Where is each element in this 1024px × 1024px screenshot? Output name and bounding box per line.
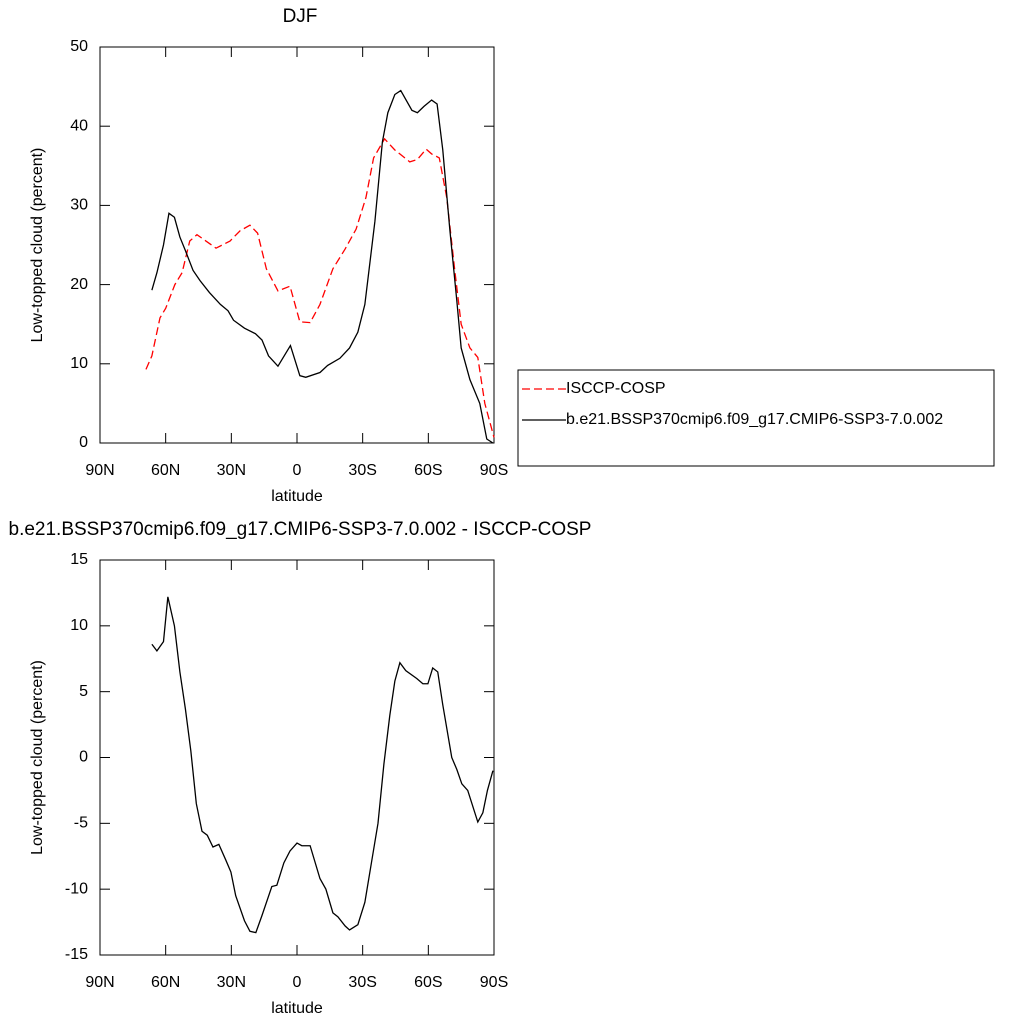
y-tick-label: 30 — [70, 197, 88, 214]
y-tick-label: 0 — [79, 749, 88, 766]
y-tick-label: 10 — [70, 355, 88, 372]
x-tick-label: 30N — [217, 462, 246, 479]
series-line — [151, 596, 494, 934]
y-tick-label: 40 — [70, 117, 88, 134]
x-axis-label: latitude — [271, 488, 323, 505]
chart-title: b.e21.BSSP370cmip6.f09_g17.CMIP6-SSP3-7.… — [9, 519, 592, 540]
x-tick-label: 90N — [85, 462, 114, 479]
plot-frame — [99, 46, 495, 444]
x-tick-label: 30N — [217, 974, 246, 991]
y-tick-label: 20 — [70, 276, 88, 293]
y-tick-label: 15 — [70, 551, 88, 568]
legend-box — [517, 369, 995, 467]
x-tick-label: 60S — [414, 462, 442, 479]
legend-label: b.e21.BSSP370cmip6.f09_g17.CMIP6-SSP3-7.… — [566, 411, 943, 428]
legend-label: ISCCP-COSP — [566, 380, 666, 397]
x-tick-label: 0 — [293, 974, 302, 991]
plot-frame — [99, 559, 495, 956]
y-tick-label: -10 — [65, 880, 88, 897]
series-line — [145, 137, 495, 438]
x-tick-label: 30S — [348, 974, 376, 991]
x-tick-label: 90N — [85, 974, 114, 991]
x-tick-label: 60S — [414, 974, 442, 991]
y-axis-label: Low-topped cloud (percent) — [29, 148, 46, 343]
x-axis-label: latitude — [271, 1000, 323, 1017]
y-tick-label: 0 — [79, 434, 88, 451]
y-tick-label: -5 — [74, 815, 88, 832]
chart-title: DJF — [283, 6, 318, 27]
y-axis-label: Low-topped cloud (percent) — [29, 660, 46, 855]
x-tick-label: 60N — [151, 462, 180, 479]
y-tick-label: 50 — [70, 38, 88, 55]
x-tick-label: 90S — [480, 974, 508, 991]
legend: ISCCP-COSP b.e21.BSSP370cmip6.f09_g17.CMI… — [517, 369, 995, 467]
x-tick-label: 30S — [348, 462, 376, 479]
y-tick-label: 5 — [79, 683, 88, 700]
y-tick-label: 10 — [70, 617, 88, 634]
y-tick-label: -15 — [65, 946, 88, 963]
x-tick-label: 0 — [293, 462, 302, 479]
x-tick-label: 60N — [151, 974, 180, 991]
x-tick-label: 90S — [480, 462, 508, 479]
series-line — [151, 89, 494, 444]
